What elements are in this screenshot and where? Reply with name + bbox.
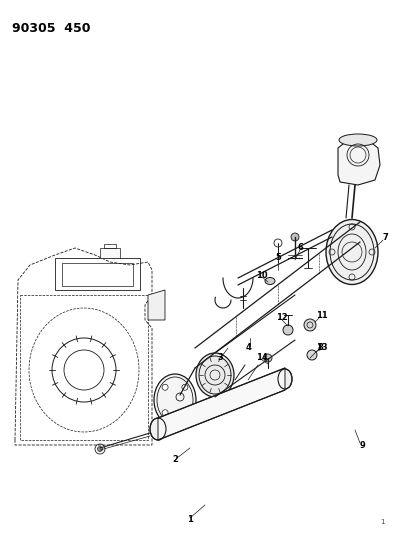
Circle shape (182, 410, 188, 416)
Circle shape (307, 350, 317, 360)
Ellipse shape (150, 418, 166, 440)
Ellipse shape (326, 220, 378, 285)
Text: 3: 3 (217, 353, 223, 362)
Circle shape (162, 410, 168, 416)
Circle shape (182, 384, 188, 390)
Text: 1: 1 (187, 515, 193, 524)
Text: 11: 11 (316, 311, 328, 319)
Text: 7: 7 (382, 233, 388, 243)
Text: 10: 10 (256, 271, 268, 279)
Text: 1: 1 (380, 519, 385, 525)
Ellipse shape (265, 278, 275, 285)
Ellipse shape (154, 374, 196, 426)
Circle shape (264, 354, 272, 362)
Text: 14: 14 (256, 353, 268, 362)
Circle shape (291, 233, 299, 241)
Text: 6: 6 (297, 244, 303, 253)
Circle shape (97, 447, 103, 451)
Polygon shape (158, 368, 285, 440)
Text: 90305  450: 90305 450 (12, 22, 90, 35)
Ellipse shape (339, 134, 377, 146)
Polygon shape (148, 290, 165, 320)
Polygon shape (100, 248, 120, 258)
Text: 13: 13 (316, 343, 328, 352)
Text: 8: 8 (317, 343, 323, 352)
Circle shape (162, 384, 168, 390)
Text: 12: 12 (276, 313, 288, 322)
Text: 5: 5 (275, 254, 281, 262)
Polygon shape (338, 140, 380, 185)
Text: 2: 2 (172, 456, 178, 464)
Text: 9: 9 (359, 440, 365, 449)
Circle shape (304, 319, 316, 331)
Ellipse shape (278, 369, 292, 389)
Circle shape (283, 325, 293, 335)
Text: 4: 4 (245, 343, 251, 352)
Ellipse shape (196, 353, 234, 397)
